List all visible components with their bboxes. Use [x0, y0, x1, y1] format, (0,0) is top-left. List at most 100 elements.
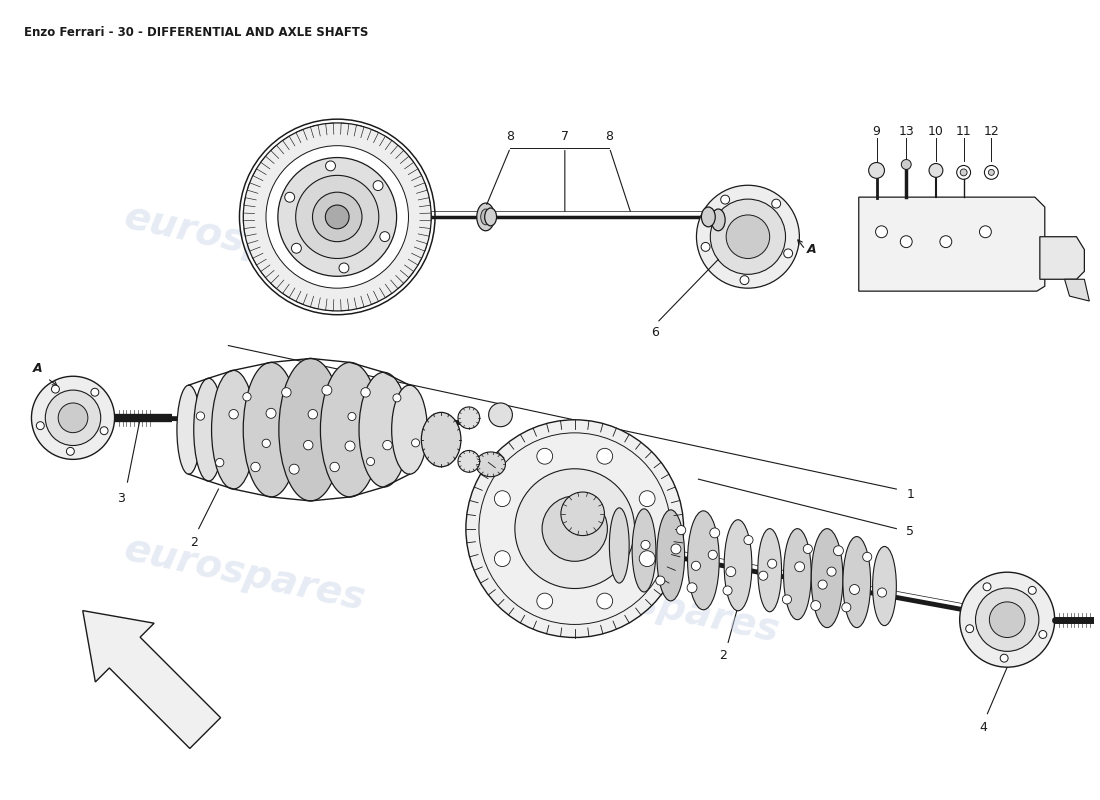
Circle shape [32, 376, 114, 459]
Ellipse shape [279, 358, 342, 501]
Circle shape [1038, 630, 1047, 638]
Circle shape [688, 582, 697, 593]
Circle shape [537, 593, 552, 609]
Circle shape [296, 175, 378, 258]
Circle shape [723, 586, 733, 595]
Circle shape [711, 199, 785, 274]
Ellipse shape [481, 209, 491, 225]
Circle shape [262, 439, 271, 447]
Circle shape [282, 388, 292, 397]
Circle shape [488, 403, 513, 426]
Circle shape [289, 464, 299, 474]
Ellipse shape [194, 378, 223, 481]
Circle shape [783, 249, 793, 258]
Text: 13: 13 [899, 125, 914, 138]
Circle shape [91, 388, 99, 396]
Circle shape [966, 625, 974, 633]
Circle shape [726, 215, 770, 258]
Circle shape [676, 526, 685, 534]
Circle shape [326, 205, 349, 229]
Circle shape [720, 195, 729, 204]
Ellipse shape [458, 450, 480, 472]
Ellipse shape [843, 537, 870, 628]
Circle shape [393, 394, 400, 402]
Circle shape [878, 588, 887, 597]
Ellipse shape [476, 203, 495, 230]
Circle shape [827, 567, 836, 576]
Text: 11: 11 [956, 125, 971, 138]
Circle shape [515, 469, 635, 589]
Circle shape [1000, 654, 1008, 662]
Circle shape [36, 422, 44, 430]
Circle shape [744, 535, 754, 545]
Circle shape [869, 162, 884, 178]
Text: 5: 5 [906, 525, 914, 538]
Circle shape [312, 192, 362, 242]
Polygon shape [1065, 279, 1089, 301]
Circle shape [641, 540, 650, 550]
Circle shape [959, 572, 1055, 667]
Text: 2: 2 [719, 650, 727, 662]
Circle shape [639, 550, 656, 566]
Circle shape [639, 490, 656, 506]
Text: 8: 8 [506, 130, 515, 142]
Circle shape [782, 595, 792, 604]
Ellipse shape [702, 207, 715, 227]
Circle shape [811, 601, 821, 610]
Ellipse shape [211, 370, 255, 489]
Circle shape [726, 566, 736, 577]
Circle shape [100, 426, 108, 434]
Text: 9: 9 [872, 125, 880, 138]
Ellipse shape [811, 529, 843, 628]
Ellipse shape [657, 510, 684, 601]
Circle shape [759, 571, 768, 580]
Circle shape [794, 562, 804, 572]
Text: 10: 10 [928, 125, 944, 138]
Circle shape [989, 602, 1025, 638]
Ellipse shape [359, 372, 408, 487]
Text: eurospares: eurospares [121, 198, 370, 286]
Ellipse shape [421, 412, 461, 466]
Circle shape [52, 385, 59, 393]
Text: 6: 6 [651, 326, 659, 338]
Ellipse shape [783, 529, 811, 620]
Ellipse shape [177, 385, 200, 474]
Circle shape [901, 159, 911, 170]
Circle shape [930, 163, 943, 178]
Circle shape [696, 186, 800, 288]
Text: 7: 7 [561, 130, 569, 142]
Circle shape [1028, 586, 1036, 594]
Circle shape [330, 462, 340, 472]
Text: eurospares: eurospares [121, 530, 370, 618]
Circle shape [243, 123, 431, 311]
Text: 12: 12 [983, 125, 999, 138]
Circle shape [373, 181, 383, 190]
Circle shape [768, 559, 777, 568]
Ellipse shape [609, 508, 629, 583]
Text: A: A [807, 243, 817, 256]
Circle shape [494, 550, 510, 566]
Circle shape [466, 420, 683, 638]
Ellipse shape [392, 385, 427, 474]
Ellipse shape [485, 208, 496, 226]
Text: A: A [33, 362, 42, 375]
Circle shape [671, 544, 681, 554]
Ellipse shape [243, 362, 298, 497]
Circle shape [285, 192, 295, 202]
Ellipse shape [724, 520, 752, 610]
Circle shape [66, 447, 75, 455]
Circle shape [597, 593, 613, 609]
Circle shape [383, 441, 392, 450]
Circle shape [976, 588, 1038, 651]
Circle shape [542, 496, 607, 562]
Circle shape [708, 550, 717, 559]
Circle shape [561, 492, 604, 535]
Circle shape [960, 169, 967, 176]
Text: 3: 3 [117, 492, 124, 505]
Circle shape [339, 263, 349, 273]
Circle shape [979, 226, 991, 238]
Ellipse shape [476, 452, 506, 477]
Text: eurospares: eurospares [535, 562, 783, 650]
Circle shape [900, 236, 912, 248]
Circle shape [322, 386, 332, 395]
